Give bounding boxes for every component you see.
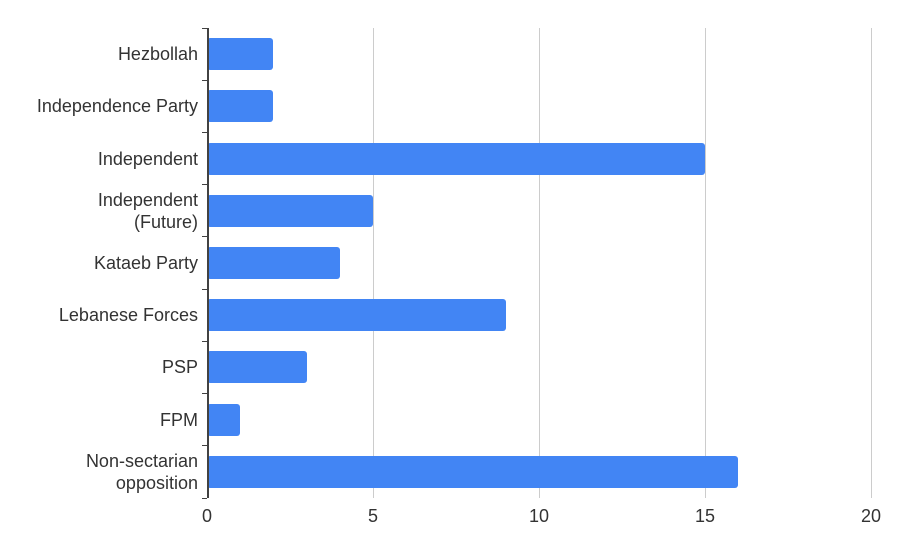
category-label: Independence Party <box>36 96 198 117</box>
x-tick-label-20: 20 <box>860 506 882 526</box>
bar-row <box>207 132 871 184</box>
y-axis-tick <box>202 184 207 186</box>
bar-rows <box>207 28 871 498</box>
bar-row <box>207 446 871 498</box>
y-axis-tick <box>202 27 207 29</box>
gridline-10 <box>539 28 540 498</box>
category-label: Non-sectarian opposition <box>85 450 198 493</box>
x-tick-label-15: 15 <box>694 506 716 526</box>
bar-row <box>207 185 871 237</box>
x-tick-label-5: 5 <box>367 506 379 526</box>
y-axis-tick <box>202 340 207 342</box>
bar-non-sectarian-opposition <box>207 455 739 488</box>
y-axis-tick <box>202 497 207 499</box>
y-axis-tick <box>202 79 207 81</box>
bar-independent-future- <box>207 194 373 227</box>
category-label: Kataeb Party <box>93 252 198 273</box>
bar-row <box>207 341 871 393</box>
category-label: Lebanese Forces <box>58 305 198 326</box>
y-axis-tick <box>202 445 207 447</box>
y-axis-tick <box>202 393 207 395</box>
bar-lebanese-forces <box>207 299 506 332</box>
gridline-15 <box>705 28 706 498</box>
category-label: Independent <box>97 148 198 169</box>
bar-kataeb-party <box>207 246 340 279</box>
category-label: PSP <box>161 357 198 378</box>
x-tick-label-10: 10 <box>528 506 550 526</box>
bar-independence-party <box>207 90 274 123</box>
y-axis-tick <box>202 236 207 238</box>
x-axis-labels: 0 5 10 15 20 <box>202 498 881 538</box>
bar-hezbollah <box>207 38 274 71</box>
bar-row <box>207 28 871 80</box>
gridline-5 <box>373 28 374 498</box>
plot-area <box>202 27 872 499</box>
y-axis-tick <box>202 131 207 133</box>
bar-row <box>207 289 871 341</box>
category-label: Hezbollah <box>117 44 198 65</box>
bar-row <box>207 237 871 289</box>
bar-row <box>207 394 871 446</box>
bar-fpm <box>207 403 241 436</box>
bar-row <box>207 80 871 132</box>
category-label: FPM <box>160 409 198 430</box>
x-tick-label-0: 0 <box>201 506 213 526</box>
gridline-20 <box>871 28 872 498</box>
category-axis-labels: Hezbollah Independence Party Independent In… <box>0 28 198 498</box>
bar-psp <box>207 351 307 384</box>
y-axis-line <box>207 28 209 498</box>
y-axis-tick <box>202 288 207 290</box>
bar-independent <box>207 142 705 175</box>
category-label: Independent (Future) <box>97 189 198 232</box>
